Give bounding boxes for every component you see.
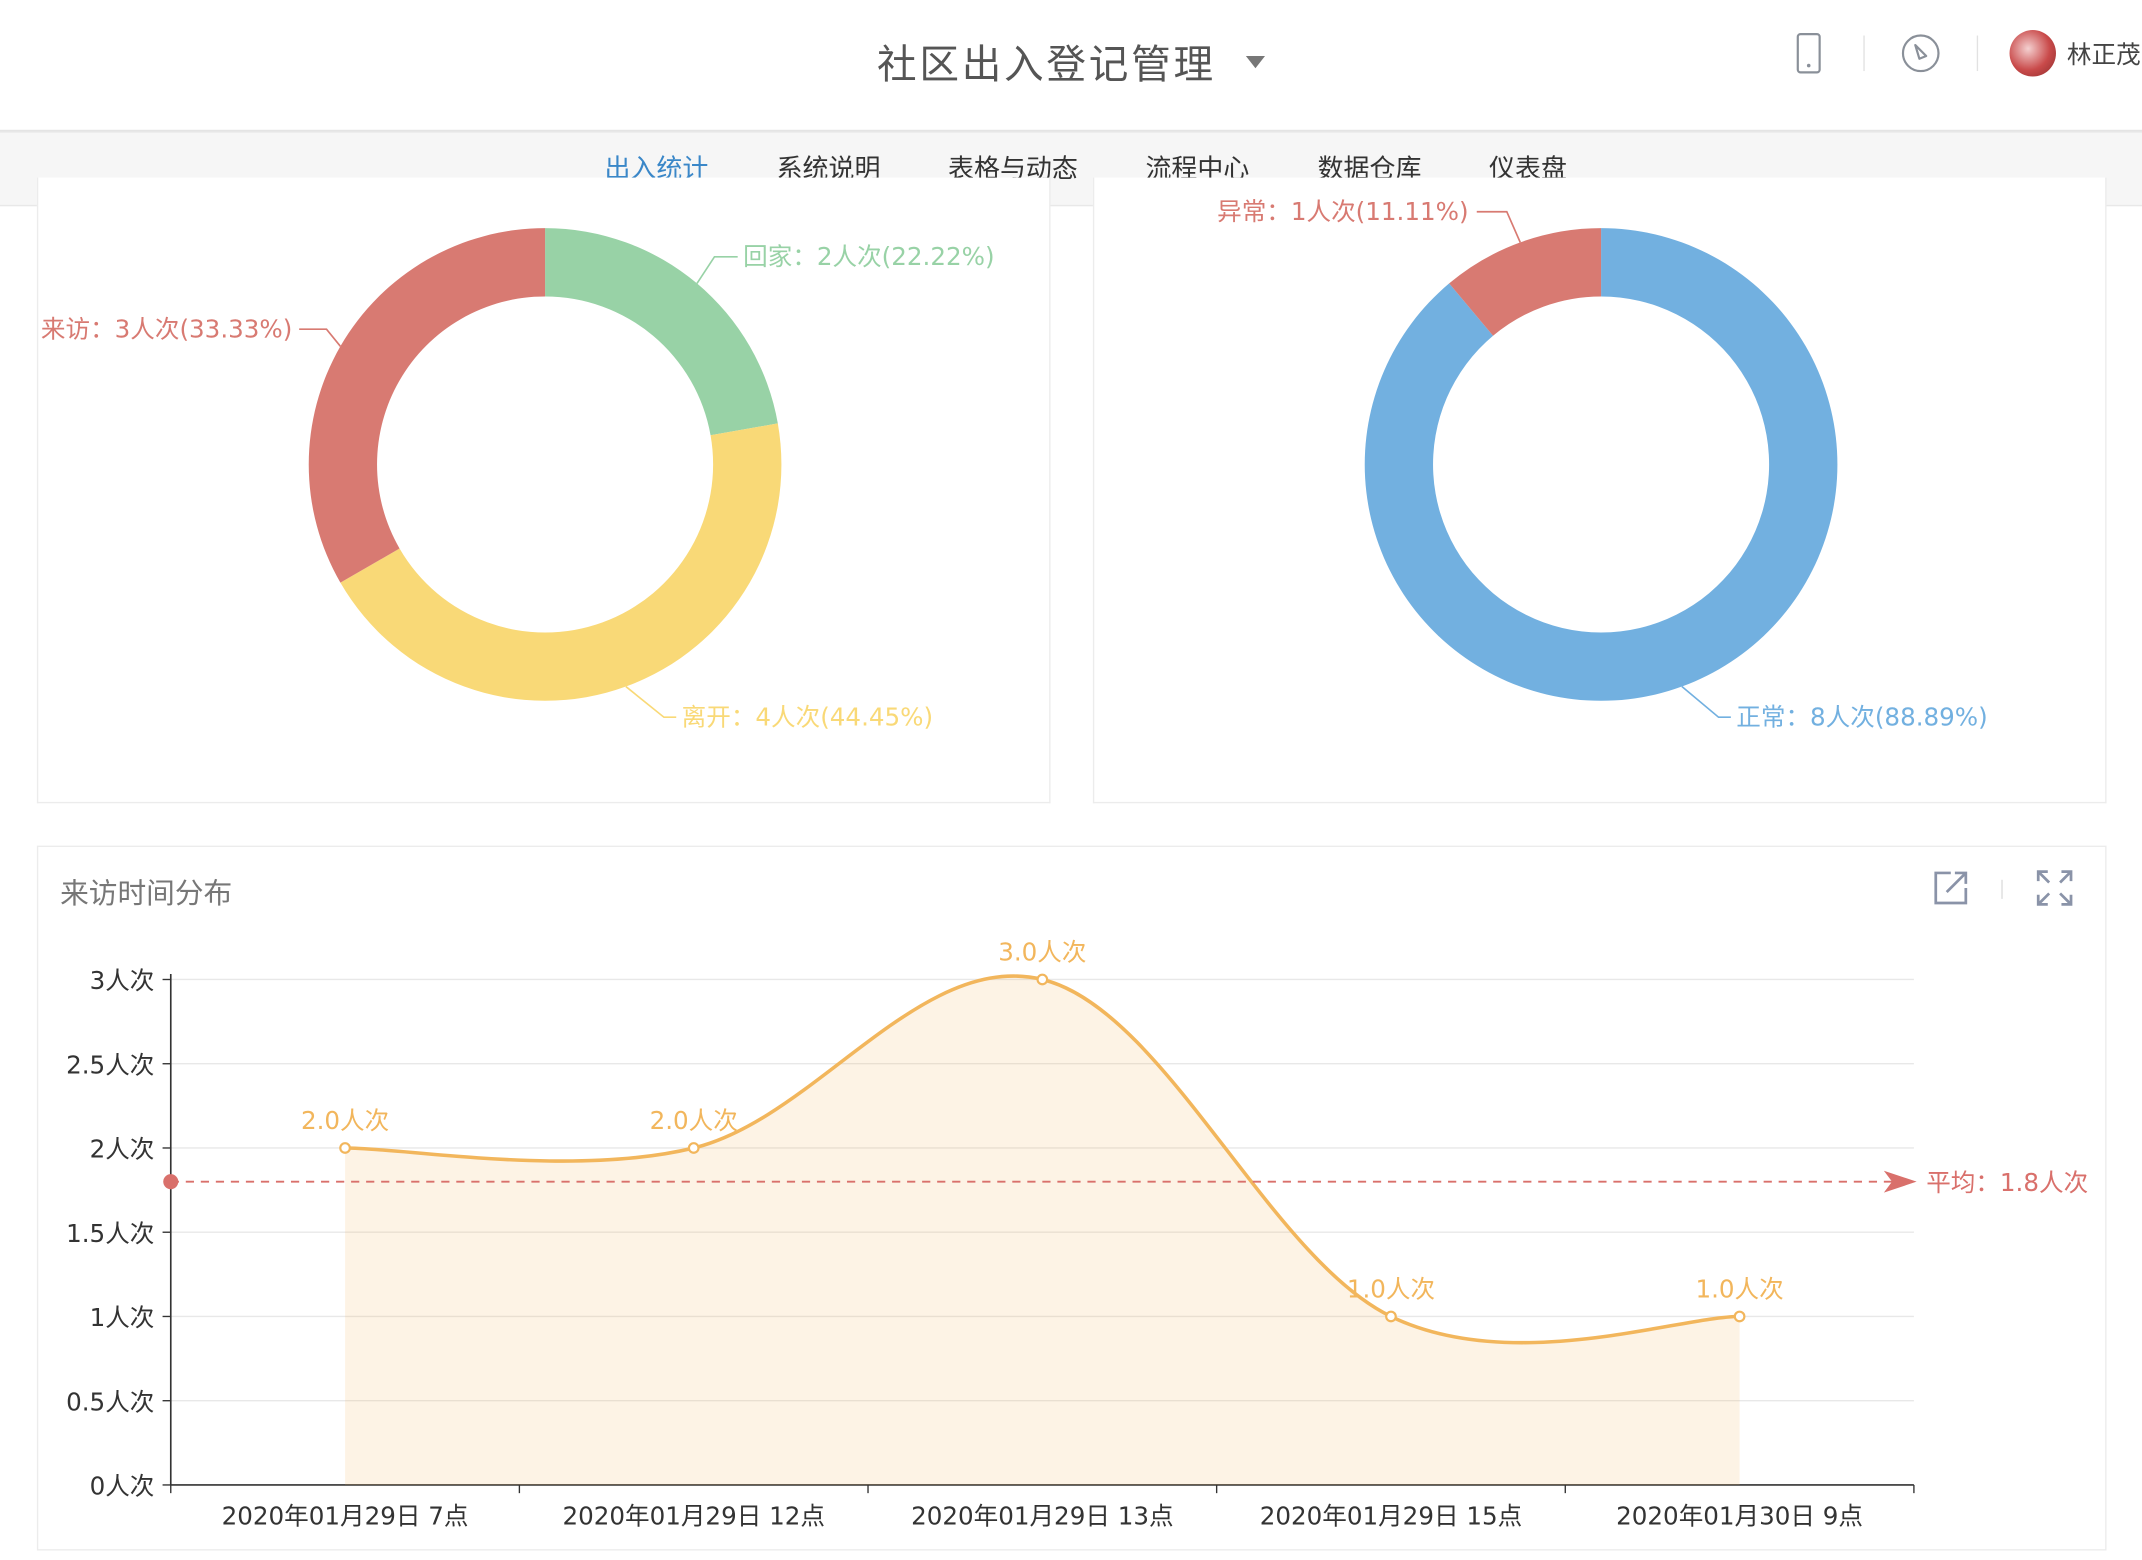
area-fill (345, 976, 1740, 1485)
donut-slice-正常[interactable] (1364, 228, 1838, 701)
x-tick-label: 2020年01月29日 15点 (1260, 1502, 1523, 1531)
label-line (1476, 210, 1521, 243)
x-tick-label: 2020年01月29日 12点 (562, 1502, 825, 1531)
y-tick-label: 1.5人次 (66, 1219, 154, 1248)
visit-time-area-chart: 0人次 0.5人次 1人次 1.5人次 2人次 2.5人次 3人次 2020年01月29日 7… (66, 937, 2088, 1531)
status-donut-chart: 正常：8人次(88.89%) 异常：1人次(11.11%) (1217, 197, 1988, 731)
x-tick-label: 2020年01月30日 9点 (1616, 1502, 1863, 1531)
y-tick-label: 3人次 (90, 966, 155, 995)
x-tick-label: 2020年01月29日 13点 (911, 1502, 1173, 1531)
entry-type-donut-chart: 回家：2人次(22.22%) 离开：4人次(44.45%) 来访：3人次(33.33… (41, 228, 995, 731)
status-chart-panel: 正常：8人次(88.89%) 异常：1人次(11.11%) (1092, 177, 2107, 804)
avatar (2009, 30, 2056, 77)
donut-slice-回家[interactable] (545, 228, 778, 436)
y-tick-label: 2.5人次 (66, 1050, 154, 1079)
label-line (696, 256, 738, 284)
label-line (299, 328, 342, 347)
caret-down-icon (1245, 55, 1266, 68)
app-title-dropdown[interactable]: 社区出入登记管理 (0, 33, 2142, 90)
data-point[interactable] (1733, 1310, 1746, 1323)
toolbar-divider (2001, 879, 2003, 899)
data-label: 2.0人次 (650, 1106, 738, 1135)
user-menu[interactable]: 林正茂 (2009, 30, 2141, 77)
export-icon[interactable] (1929, 866, 1973, 910)
header-divider (1863, 35, 1865, 72)
data-point[interactable] (687, 1142, 700, 1154)
data-label: 1.0人次 (1695, 1274, 1783, 1303)
panel-title: 来访时间分布 (60, 877, 233, 910)
donut-slice-离开[interactable] (340, 423, 782, 701)
series-line (345, 974, 1740, 1345)
slice-label: 离开：4人次(44.45%) (682, 702, 933, 731)
mobile-icon[interactable] (1785, 30, 1831, 76)
header-divider (1976, 35, 1979, 72)
visit-time-panel: 来访时间分布 0人次 0.5人次 1人次 1.5人次 2人次 2.5人次 3人次 2020年0… (36, 845, 2107, 1551)
donut-slice-来访[interactable] (308, 228, 546, 583)
top-bar: 社区出入登记管理 林正茂 (0, 0, 2142, 132)
nav-divider (0, 131, 2142, 133)
y-tick-label: 0人次 (90, 1472, 155, 1501)
slice-label: 回家：2人次(22.22%) (743, 242, 994, 271)
data-label: 3.0人次 (998, 937, 1086, 966)
data-label: 2.0人次 (301, 1106, 389, 1135)
slice-label: 正常：8人次(88.89%) (1736, 702, 1987, 731)
data-label: 1.0人次 (1347, 1274, 1435, 1303)
label-line (1681, 685, 1731, 719)
slice-label: 异常：1人次(11.11%) (1217, 197, 1468, 226)
y-tick-label: 2人次 (90, 1135, 155, 1164)
x-tick-label: 2020年01月29日 7点 (222, 1502, 469, 1531)
user-name: 林正茂 (2066, 40, 2141, 70)
y-tick-label: 0.5人次 (66, 1387, 154, 1416)
donut-slice-异常[interactable] (1449, 228, 1602, 336)
compass-icon[interactable] (1898, 30, 1944, 76)
data-point[interactable] (1385, 1310, 1397, 1323)
app-title: 社区出入登记管理 (877, 40, 1216, 88)
data-point[interactable] (1036, 973, 1049, 986)
average-label: 平均：1.8人次 (1926, 1168, 2088, 1197)
slice-label: 来访：3人次(33.33%) (41, 314, 292, 343)
label-line (625, 685, 677, 719)
entry-type-chart-panel: 回家：2人次(22.22%) 离开：4人次(44.45%) 来访：3人次(33.33… (36, 177, 1051, 804)
average-arrow (1883, 1170, 1917, 1193)
fullscreen-icon[interactable] (2033, 866, 2077, 910)
y-tick-label: 1人次 (90, 1303, 155, 1332)
average-start-dot (163, 1174, 179, 1190)
data-point[interactable] (339, 1142, 351, 1154)
